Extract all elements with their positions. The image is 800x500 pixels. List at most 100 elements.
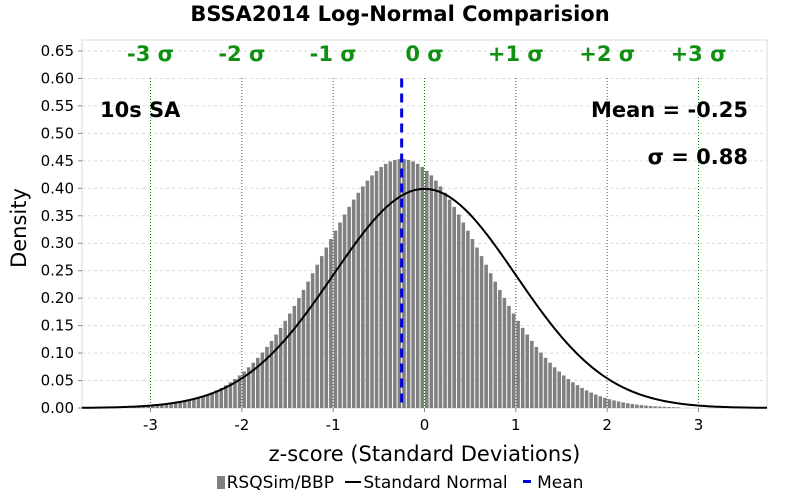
legend-item-mean: Mean [519,473,583,493]
histogram-bar [361,186,365,408]
y-tick-label: 0.15 [41,317,74,335]
period-annotation: 10s SA [100,98,181,122]
histogram-bar [571,382,575,408]
histogram-bar [406,159,411,408]
y-tick-label: 0.25 [41,262,74,280]
histogram-bar [488,273,493,408]
histogram-bar [265,346,269,408]
x-tick-label: 1 [511,416,521,434]
histogram-bar [667,407,671,408]
histogram-bar [256,357,260,408]
grid-layer [81,39,768,409]
histogram-bar [479,256,484,408]
sigma-label: 0 σ [405,42,443,66]
histogram-bar [456,214,461,408]
histogram-bars [132,159,680,408]
histogram-bar [260,352,265,408]
y-tick-label: 0.05 [41,372,74,390]
histogram-bar [397,159,402,408]
histogram-bar [178,402,182,408]
histogram-bar [164,404,169,408]
histogram-bar [502,298,507,408]
histogram-bar [402,159,406,408]
histogram-bar [224,385,228,408]
histogram-bar [173,403,178,408]
histogram-bar [539,352,543,408]
histogram-bar [452,206,456,408]
histogram-bar [301,289,306,408]
histogram-bar [612,400,616,408]
legend-swatch-histogram [216,476,225,489]
x-axis-label: z-score (Standard Deviations) [269,442,581,466]
histogram-bar [516,320,520,408]
histogram-bar [278,327,283,408]
histogram-bar [520,327,525,408]
histogram-bar [662,406,667,408]
histogram-bar [201,396,205,408]
x-tick-label: -1 [326,416,341,434]
histogram-bar [333,230,338,408]
histogram-bar [351,199,356,408]
histogram-bar [447,199,452,408]
histogram-bar [575,385,580,408]
histogram-bar [543,357,548,408]
histogram-bar [584,390,589,408]
histogram-bar [593,394,598,408]
histogram-bar [269,340,274,408]
histogram-bar [319,256,324,408]
histogram-bar [548,362,552,408]
y-tick-label: 0.00 [41,399,74,417]
histogram-bar [625,403,630,408]
histogram-bar [630,403,635,408]
histogram-bar [324,247,329,408]
histogram-bar [155,405,160,408]
histogram-bar [205,394,210,408]
x-tick-label: 0 [420,416,430,434]
histogram-bar [498,289,502,408]
normal-curve-layer [81,187,768,409]
histogram-bar [466,230,470,408]
histogram-bar [329,239,333,408]
histogram-bar [580,387,584,408]
histogram-bar [233,379,237,408]
histogram-bar [598,396,603,408]
histogram-bar [383,163,388,408]
y-tick-label: 0.65 [41,42,74,60]
histogram-bar [653,406,657,408]
annotations: 10s SA Mean = -0.25 σ = 0.88 [100,98,748,169]
y-tick-label: 0.30 [41,234,74,252]
histogram-bar [246,367,251,408]
histogram-bar [557,371,561,408]
histogram-bar [470,239,475,408]
sigma-lines: -3 σ -2 σ -1 σ 0 σ +1 σ +2 σ +3 σ [127,42,726,408]
sigma-label: -3 σ [127,42,174,66]
histogram-bar [251,362,256,408]
histogram-bar [525,334,530,408]
histogram-bar [274,334,278,408]
histogram-bar [657,406,662,408]
histogram-bar [141,406,146,408]
histogram-bar [196,397,201,408]
sigma-label: +3 σ [671,42,727,66]
histogram-bar [192,399,196,408]
histogram-bar [552,367,557,408]
histogram-bar [137,406,141,408]
histogram-bar [644,405,648,408]
histogram-bar [411,161,415,408]
histogram-bar [315,264,319,408]
histogram-bar [283,320,287,408]
histogram-bar [671,407,676,408]
histogram-bar [146,406,150,408]
histogram-bar [438,186,443,408]
histogram-bar [237,375,242,408]
sigma-label: -1 σ [310,42,357,66]
standard-normal-curve [81,187,768,409]
y-tick-label: 0.45 [41,152,74,170]
histogram-bar [676,407,680,408]
sigma-annotation: σ = 0.88 [648,145,748,169]
x-tick-label: 3 [694,416,704,434]
histogram-bar [475,247,479,408]
histogram-bar [443,192,447,408]
chart-title: BSSA2014 Log-Normal Comparision [190,2,610,26]
legend-swatch-normal [345,481,362,483]
